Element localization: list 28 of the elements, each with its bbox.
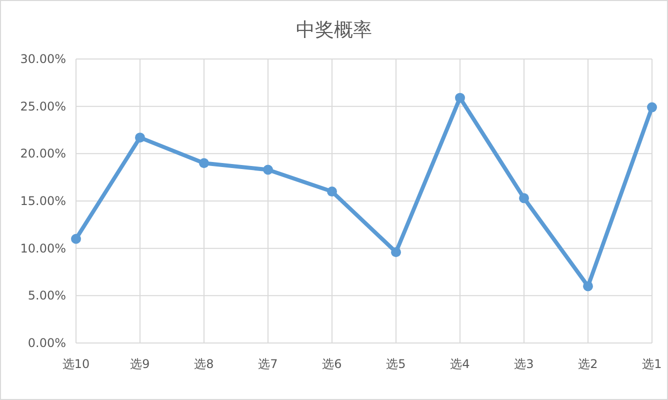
- x-tick-label: 选5: [386, 357, 406, 371]
- point: [327, 186, 337, 197]
- point: [455, 92, 465, 103]
- point: [71, 234, 81, 244]
- x-tick-label: 选4: [450, 357, 470, 371]
- point: [647, 102, 657, 112]
- x-tick-label: 选3: [514, 357, 534, 371]
- y-tick-label: 5.00%: [28, 288, 66, 303]
- x-tick-label: 选8: [194, 357, 214, 371]
- y-tick-label: 20.00%: [20, 146, 66, 161]
- x-tick-label: 选6: [322, 357, 342, 371]
- y-tick-label: 0.00%: [28, 336, 66, 350]
- x-tick-label: 选10: [62, 357, 90, 371]
- y-tick-label: 30.00%: [20, 52, 66, 66]
- y-tick-label: 15.00%: [20, 194, 66, 208]
- chart-title: 中奖概率: [296, 19, 372, 41]
- x-tick-label: 选9: [130, 357, 150, 371]
- point: [263, 164, 273, 175]
- point: [199, 158, 209, 168]
- point: [583, 281, 593, 292]
- x-tick-label: 选2: [578, 357, 598, 371]
- point: [519, 193, 529, 204]
- y-tick-label: 10.00%: [20, 241, 66, 256]
- x-tick-label: 选7: [258, 357, 278, 371]
- point: [135, 132, 145, 143]
- point: [391, 247, 401, 258]
- x-tick-label: 选1: [642, 357, 662, 371]
- y-tick-label: 25.00%: [20, 99, 66, 114]
